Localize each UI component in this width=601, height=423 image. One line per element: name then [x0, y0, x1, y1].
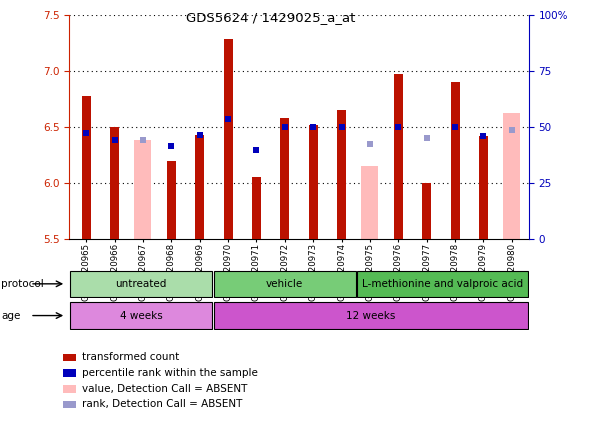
Bar — [213, 271, 356, 297]
Text: value, Detection Call = ABSENT: value, Detection Call = ABSENT — [82, 384, 248, 394]
Bar — [213, 302, 528, 329]
Text: percentile rank within the sample: percentile rank within the sample — [82, 368, 258, 378]
Text: protocol: protocol — [1, 279, 44, 289]
Text: age: age — [1, 310, 20, 321]
Bar — [70, 271, 212, 297]
Bar — [451, 82, 460, 239]
Text: 4 weeks: 4 weeks — [120, 310, 162, 321]
Bar — [280, 118, 289, 239]
Text: GDS5624 / 1429025_a_at: GDS5624 / 1429025_a_at — [186, 11, 355, 24]
Bar — [358, 271, 528, 297]
Bar — [309, 125, 318, 239]
Bar — [110, 127, 119, 239]
Bar — [394, 74, 403, 239]
Text: 12 weeks: 12 weeks — [346, 310, 395, 321]
Bar — [82, 96, 91, 239]
Bar — [422, 183, 432, 239]
Bar — [479, 136, 488, 239]
Bar — [252, 177, 261, 239]
Bar — [135, 140, 151, 239]
Bar — [224, 39, 233, 239]
Bar — [195, 135, 204, 239]
Text: rank, Detection Call = ABSENT: rank, Detection Call = ABSENT — [82, 399, 243, 409]
Text: untreated: untreated — [115, 279, 166, 289]
Bar — [504, 113, 520, 239]
Bar — [337, 110, 346, 239]
Bar — [361, 166, 379, 239]
Bar — [70, 302, 212, 329]
Text: L-methionine and valproic acid: L-methionine and valproic acid — [362, 279, 523, 289]
Text: vehicle: vehicle — [266, 279, 304, 289]
Text: transformed count: transformed count — [82, 352, 180, 363]
Bar — [166, 161, 176, 239]
